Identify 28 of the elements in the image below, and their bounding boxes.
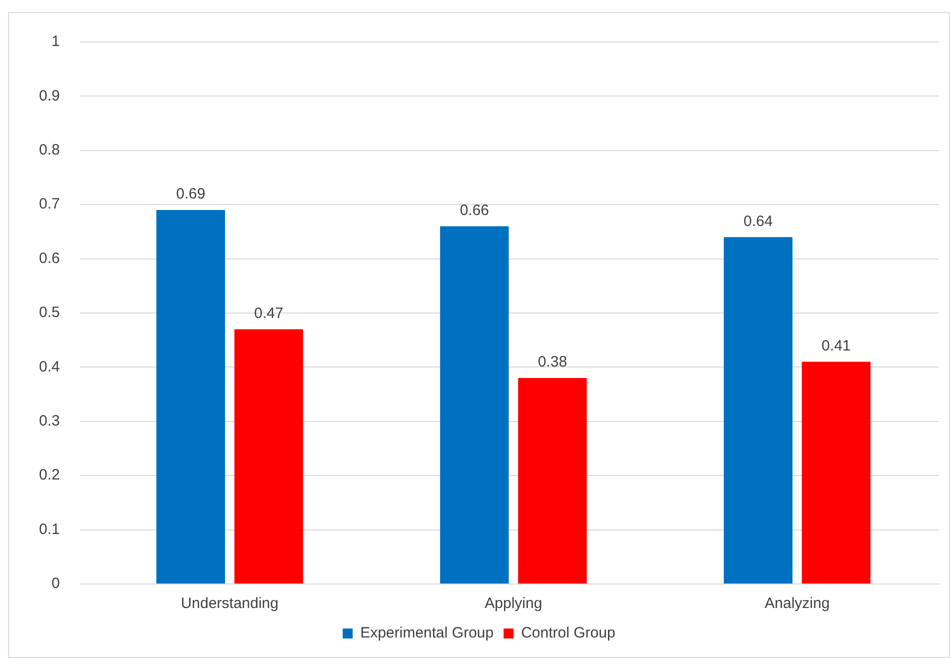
data-label: 0.69 <box>176 186 206 203</box>
y-tick-label: 0.3 <box>38 412 60 430</box>
y-tick-label: 0.4 <box>38 358 60 376</box>
bar <box>802 362 870 584</box>
x-tick-label: Understanding <box>180 595 278 612</box>
y-tick-label: 0.8 <box>38 142 60 159</box>
y-tick-label: 0.2 <box>38 466 60 484</box>
x-tick-label: Analyzing <box>764 595 830 612</box>
bar <box>156 210 226 584</box>
legend-label: Control Group <box>521 624 616 642</box>
legend-label: Experimental Group <box>360 624 494 642</box>
y-tick-label: 0.5 <box>38 304 60 322</box>
data-label: 0.41 <box>822 337 851 354</box>
data-label: 0.47 <box>254 304 284 322</box>
y-tick-label: 0.7 <box>38 196 60 213</box>
bar <box>724 237 792 584</box>
bar <box>518 378 587 584</box>
y-tick-label: 0 <box>52 575 60 592</box>
y-tick-label: 0.9 <box>38 87 60 104</box>
bar <box>440 226 509 584</box>
y-tick-label: 0.1 <box>38 520 60 538</box>
data-label: 0.38 <box>538 354 568 371</box>
x-tick-label: Applying <box>484 595 542 612</box>
y-tick-label: 0.6 <box>38 250 60 267</box>
data-label: 0.64 <box>744 212 773 230</box>
data-label: 0.66 <box>460 202 490 219</box>
bar <box>234 329 304 584</box>
y-tick-label: 1 <box>52 33 60 50</box>
